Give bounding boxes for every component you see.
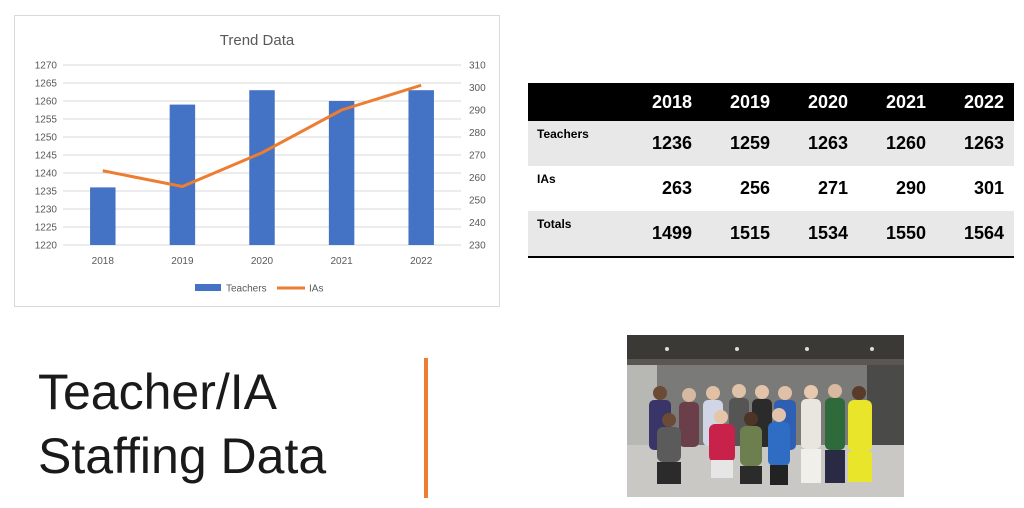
table-cell: 1263: [936, 121, 1014, 166]
y-left-tick-label: 1245: [35, 151, 58, 162]
table-cell: 1515: [702, 211, 780, 258]
accent-divider: [424, 358, 428, 498]
x-tick-label: 2019: [171, 256, 194, 267]
slide-title-line-1: Teacher/IA: [38, 364, 278, 420]
y-left-tick-label: 1270: [35, 61, 58, 72]
y-right-tick-label: 240: [469, 218, 486, 229]
y-right-tick-label: 260: [469, 173, 486, 184]
trend-chart: Trend Data 1220 1225 1230 1235 1240 1245 1250 1…: [14, 15, 500, 307]
x-tick-label: 2018: [92, 256, 115, 267]
bar-teachers: [169, 104, 196, 245]
table-cell: 1550: [858, 211, 936, 258]
bar-teachers: [249, 90, 275, 245]
y-left-tick-label: 1265: [35, 79, 58, 90]
chart-legend: Teachers IAs: [195, 284, 323, 295]
table-cell: 1259: [702, 121, 780, 166]
table-cell: 271: [817, 178, 848, 198]
y-right-tick-label: 230: [469, 241, 486, 252]
table-row-totals: Totals 1499 1515 1534 1550 1564: [528, 211, 1014, 258]
table-corner-cell: [528, 83, 624, 121]
slide-title-line-2: Staffing Data: [38, 428, 327, 484]
bar-teachers: [90, 187, 116, 245]
table-cell: 1564: [936, 211, 1014, 258]
y-right-tick-label: 280: [469, 128, 486, 139]
group-photo-icon: [627, 335, 904, 497]
y-left-tick-label: 1255: [35, 115, 58, 126]
table-header-cell: 2019: [702, 83, 780, 121]
table-cell: 1263: [780, 121, 858, 166]
y-right-tick-label: 300: [469, 83, 486, 94]
staffing-table: 2018 2019 2020 2021 2022 Teachers 1236 1…: [528, 83, 1014, 258]
table-cell: 290: [895, 178, 926, 198]
table-header-cell: 2018: [624, 83, 702, 121]
chart-title: Trend Data: [220, 32, 295, 49]
table-cell: 256: [739, 178, 770, 198]
table-cell: 1499: [624, 211, 702, 258]
table-cell: 1236: [624, 121, 702, 166]
legend-swatch-teachers: [195, 284, 221, 291]
y-right-tick-label: 290: [469, 106, 486, 117]
table-cell: 301: [973, 178, 1004, 198]
y-right-tick-label: 310: [469, 61, 486, 72]
table-row-teachers: Teachers 1236 1259 1263 1260 1263: [528, 121, 1014, 166]
bar-teachers: [408, 90, 434, 245]
table-header-cell: 2020: [780, 83, 858, 121]
y-left-tick-label: 1220: [35, 241, 58, 252]
x-tick-label: 2022: [410, 256, 433, 267]
bar-teachers: [328, 101, 355, 245]
y-left-tick-label: 1225: [35, 223, 58, 234]
table-header-cell: 2021: [858, 83, 936, 121]
table-header-row: 2018 2019 2020 2021 2022: [528, 83, 1014, 121]
row-label: Teachers: [528, 121, 624, 166]
row-label: IAs: [537, 172, 556, 186]
table-header-cell: 2022: [936, 83, 1014, 121]
slide-title: Teacher/IA Staffing Data: [38, 360, 326, 488]
y-left-tick-label: 1240: [35, 169, 58, 180]
y-right-tick-label: 270: [469, 151, 486, 162]
y-left-tick-label: 1235: [35, 187, 58, 198]
table-cell: 1260: [858, 121, 936, 166]
legend-label-ias: IAs: [309, 284, 323, 295]
row-label: Totals: [528, 211, 624, 258]
x-tick-label: 2021: [330, 256, 353, 267]
legend-label-teachers: Teachers: [226, 284, 267, 295]
y-left-tick-label: 1260: [35, 97, 58, 108]
y-right-tick-label: 250: [469, 196, 486, 207]
y-left-tick-label: 1230: [35, 205, 58, 216]
y-left-tick-label: 1250: [35, 133, 58, 144]
trend-chart-svg: Trend Data 1220 1225 1230 1235 1240 1245 1250 1…: [35, 32, 486, 295]
table-row-ias: IAs 263 256 271 290 301: [528, 166, 1014, 211]
x-tick-label: 2020: [251, 256, 274, 267]
table-cell: 263: [661, 178, 692, 198]
table-cell: 1534: [780, 211, 858, 258]
